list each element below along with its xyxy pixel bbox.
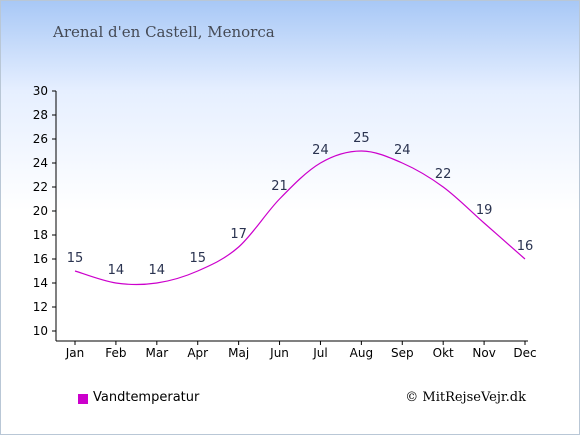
data-label: 14 — [149, 263, 166, 278]
data-label: 17 — [230, 227, 247, 242]
y-tick-label: 20 — [33, 204, 48, 218]
data-label: 14 — [108, 263, 125, 278]
x-tick-label: Apr — [187, 346, 208, 360]
copyright-text: © MitRejseVejr.dk — [405, 390, 526, 405]
legend-swatch — [78, 394, 88, 404]
y-tick-label: 30 — [33, 84, 48, 98]
x-tick-label: Aug — [350, 346, 373, 360]
x-tick-label: Jan — [65, 346, 85, 360]
y-tick-label: 18 — [33, 228, 48, 242]
data-label: 15 — [189, 251, 206, 266]
series-line-vandtemperatur — [74, 150, 526, 286]
data-label: 15 — [67, 251, 84, 266]
data-label: 25 — [353, 131, 370, 146]
data-label: 24 — [312, 143, 329, 158]
data-label: 24 — [394, 143, 411, 158]
y-tick-label: 12 — [33, 300, 48, 314]
x-tick-label: Mar — [145, 346, 168, 360]
x-tick-label: Sep — [391, 346, 414, 360]
x-tick-label: Okt — [433, 346, 454, 360]
y-tick-label: 24 — [33, 156, 48, 170]
y-tick-label: 10 — [33, 324, 48, 338]
x-tick-label: Dec — [513, 346, 536, 360]
data-label: 16 — [517, 239, 534, 254]
y-tick-label: 14 — [33, 276, 48, 290]
chart-title: Arenal d'en Castell, Menorca — [53, 23, 275, 41]
legend-label: Vandtemperatur — [93, 390, 200, 405]
x-tick-label: Nov — [472, 346, 495, 360]
data-label: 21 — [271, 179, 288, 194]
x-tick-label: Jul — [312, 346, 327, 360]
y-tick-label: 26 — [33, 132, 48, 146]
y-tick-label: 28 — [33, 108, 48, 122]
data-label: 19 — [476, 203, 493, 218]
x-tick-label: Feb — [105, 346, 126, 360]
x-tick-label: Maj — [228, 346, 249, 360]
y-tick-label: 16 — [33, 252, 48, 266]
data-label: 22 — [435, 167, 452, 182]
y-tick-label: 22 — [33, 180, 48, 194]
x-tick-label: Jun — [269, 346, 289, 360]
